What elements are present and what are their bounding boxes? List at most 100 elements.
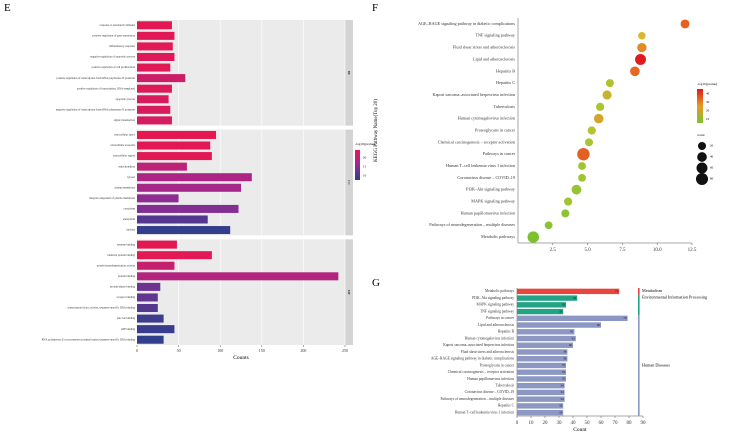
panel-e-term-label: positive regulation of transcription fro… — [57, 77, 136, 80]
panel-g-value-label: 35 — [562, 303, 566, 307]
panel-e-bar — [137, 52, 175, 61]
panel-g-category-label: Human Diseases — [642, 362, 670, 367]
panel-g-value-label: 40 — [569, 343, 573, 347]
panel-g-bar — [517, 409, 564, 416]
panel-g-pathway-label: Hepatitis C — [498, 404, 515, 408]
panel-f-pathway-label: Coronavirus disease – COVID–19 — [457, 175, 515, 180]
panel-e-bar — [137, 183, 241, 192]
panel-e-bar — [137, 141, 211, 150]
panel-e-tick-label: 0 — [136, 348, 138, 353]
panel-e-bar — [137, 204, 239, 213]
panel-e-bar — [137, 272, 339, 281]
panel-f-pathway-label: Hepatitis C — [496, 80, 515, 85]
panel-f-bubble — [605, 79, 614, 88]
panel-g-value-label: 33 — [559, 309, 563, 313]
panel-f-pathway-label: Fluid shear stress and atherosclerosis — [453, 45, 515, 50]
panel-g-bar — [517, 315, 628, 322]
panel-e-bar — [137, 105, 171, 114]
panel-g-bar — [517, 382, 565, 389]
panel-g-category-label: Metabolism — [642, 288, 663, 293]
panel-f-bubble — [635, 53, 646, 65]
panel-e-term-label: protein kinase binding — [110, 286, 136, 289]
panel-e-term-label: receptor binding — [117, 296, 136, 299]
panel-e-term-label: integral component of plasma membrane — [89, 197, 136, 200]
panel-e-term-label: negative regulation of apoptotic process — [90, 56, 135, 59]
panel-e-go-bar-chart: BP response to xenobiotic stimulus positiv… — [42, 20, 375, 361]
panel-g-tick-label: 60 — [599, 421, 605, 426]
panel-g-value-label: 36 — [563, 350, 567, 354]
panel-f-legend-size-dot — [696, 162, 708, 174]
panel-e-legend-colorbar — [355, 150, 360, 180]
panel-f-bubble — [587, 126, 596, 135]
panel-f-pathway-label: Lipid and atherosclerosis — [473, 56, 515, 61]
panel-f-legend-color-tick: 30 — [706, 100, 710, 104]
panel-e-term-label: extracellular space — [114, 134, 136, 137]
panel-g-category-band — [638, 294, 640, 315]
panel-e-bar — [137, 304, 158, 313]
panel-e-term-label: negative regulation of transcription fro… — [56, 108, 135, 111]
panel-f-legend-size-tick: 60 — [710, 166, 714, 170]
panel-g-category-band — [638, 288, 640, 295]
panel-g-bar — [517, 396, 565, 402]
panel-e-facet-label: BP — [347, 71, 351, 75]
panel-e-bar — [137, 314, 164, 323]
panel-e-term-label: apoptotic process — [116, 98, 136, 101]
panel-e-bar — [137, 21, 172, 30]
panel-e-tick-label: 200 — [300, 348, 306, 353]
panel-f-pathway-label: Chemical carcinogenesis – receptor activ… — [438, 139, 516, 144]
panel-e-term-label: signal transduction — [114, 119, 136, 122]
panel-e-tick-label: 150 — [259, 348, 265, 353]
panel-g-tick-label: 20 — [543, 421, 549, 426]
panel-g-value-label: 43 — [573, 296, 577, 300]
panel-g-pathway-label: MAPK signaling pathway — [476, 303, 514, 307]
panel-e-facet-strip — [345, 20, 353, 126]
panel-e-bar — [137, 116, 172, 125]
panel-f-pathway-label: Kaposi sarcoma–associated herpesvirus in… — [433, 92, 516, 97]
panel-f-bubble — [564, 197, 573, 206]
panel-g-pathway-label: Tuberculosis — [496, 384, 515, 388]
panel-g-tick-label: 0 — [516, 421, 519, 426]
panel-f-bubble — [593, 113, 604, 124]
panel-f-pathway-label: AGE–RAGE signaling pathway in diabetic c… — [418, 21, 515, 26]
panel-e-term-label: response to xenobiotic stimulus — [100, 24, 135, 27]
panel-f-pathway-label: Metabolic pathways — [481, 234, 515, 239]
panel-e-term-label: cytosol — [127, 176, 135, 179]
panel-g-value-label: 34 — [560, 397, 564, 401]
panel-g-category-label: Environmental Information Processing — [642, 295, 708, 300]
panel-g-tick-label: 40 — [571, 421, 577, 426]
panel-f-pathway-label: Human cytomegalovirus infection — [458, 116, 516, 121]
panel-g-value-label: 60 — [597, 323, 601, 327]
panel-e-term-label: enzyme binding — [117, 243, 136, 246]
panel-e-bar — [137, 293, 158, 302]
panel-g-bar — [517, 342, 573, 348]
panel-g-bar — [517, 329, 575, 335]
panel-e-term-label: positive regulation of gene expression — [92, 34, 135, 37]
panel-f-legend-size-title: count — [697, 133, 705, 137]
panel-g-pathway-label: Pathways of neurodegeneration – multiple… — [440, 397, 514, 401]
panel-f-pathway-label: Human papillomavirus infection — [461, 210, 516, 215]
panel-f-legend-color-title: -log10(pvalue) — [697, 82, 717, 86]
panel-g-bar — [517, 356, 568, 362]
panel-f-legend-size-tick: 20 — [710, 144, 714, 148]
panel-f-tick-label: 10.0 — [653, 248, 662, 253]
panel-e-bar — [137, 335, 164, 344]
panel-g-value-label: 33 — [559, 404, 563, 408]
panel-g-pathway-label: Metabolic pathways — [485, 289, 515, 293]
panel-g-pathway-label: Chemical carcinogenesis – receptor activ… — [448, 370, 514, 374]
panel-e-facet-label: MF — [347, 290, 351, 295]
panel-g-tick-label: 70 — [613, 421, 619, 426]
panel-e-bar — [137, 63, 171, 72]
panel-f-pathway-label: Pathways in cancer — [483, 151, 516, 156]
panel-f-bubble — [578, 173, 586, 182]
panel-e-bar — [137, 162, 187, 171]
panel-f-pathway-label: Tuberculosis — [494, 104, 516, 109]
panel-f-bubble — [630, 66, 640, 77]
panel-e-bar — [137, 215, 208, 224]
panel-e-term-label: RNA polymerase II core promoter proximal… — [42, 338, 136, 341]
panel-e-letter: E — [4, 2, 11, 14]
panel-g-x-axis-title: Count — [573, 427, 587, 433]
panel-e-term-label: mitochondrion — [119, 165, 136, 168]
panel-f-legend-size-tick: 40 — [710, 155, 714, 159]
panel-g-bar — [517, 288, 620, 295]
panel-e-term-label: endoplasm — [123, 218, 136, 221]
